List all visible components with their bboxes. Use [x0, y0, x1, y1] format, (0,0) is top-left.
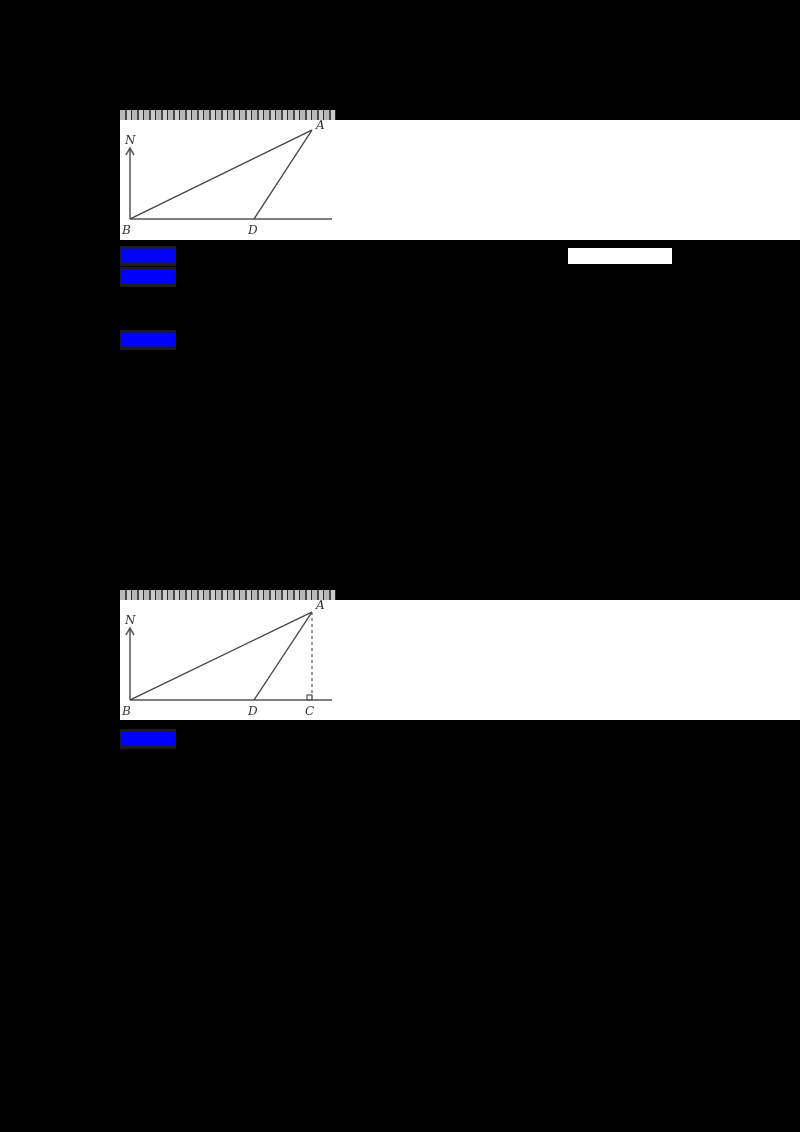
- tag-fenxi: 【分析】: [120, 267, 176, 287]
- tag-kaodian: 【考点】: [120, 246, 176, 266]
- tag-dianping: 【点评】: [120, 729, 176, 749]
- label-d: D: [247, 704, 258, 718]
- label-b: B: [121, 704, 131, 718]
- label-north: N: [124, 133, 136, 147]
- label-c: C: [305, 704, 314, 718]
- redacted-box: [568, 248, 672, 264]
- problem2-figure: N B A D C: [120, 600, 800, 720]
- label-north: N: [124, 613, 136, 627]
- problem1-figure: N B A D: [120, 120, 800, 240]
- triangle-diagram-with-altitude: N B A D C: [121, 600, 332, 718]
- problem1-text-fragment: [120, 110, 336, 120]
- label-a: A: [315, 600, 325, 612]
- tag-jieda: 【解答】: [120, 330, 176, 350]
- label-a: A: [315, 120, 325, 132]
- problem2-text-fragment: [120, 590, 336, 600]
- label-b: B: [121, 223, 131, 237]
- label-d: D: [247, 223, 258, 237]
- triangle-diagram: N B A D: [121, 120, 332, 237]
